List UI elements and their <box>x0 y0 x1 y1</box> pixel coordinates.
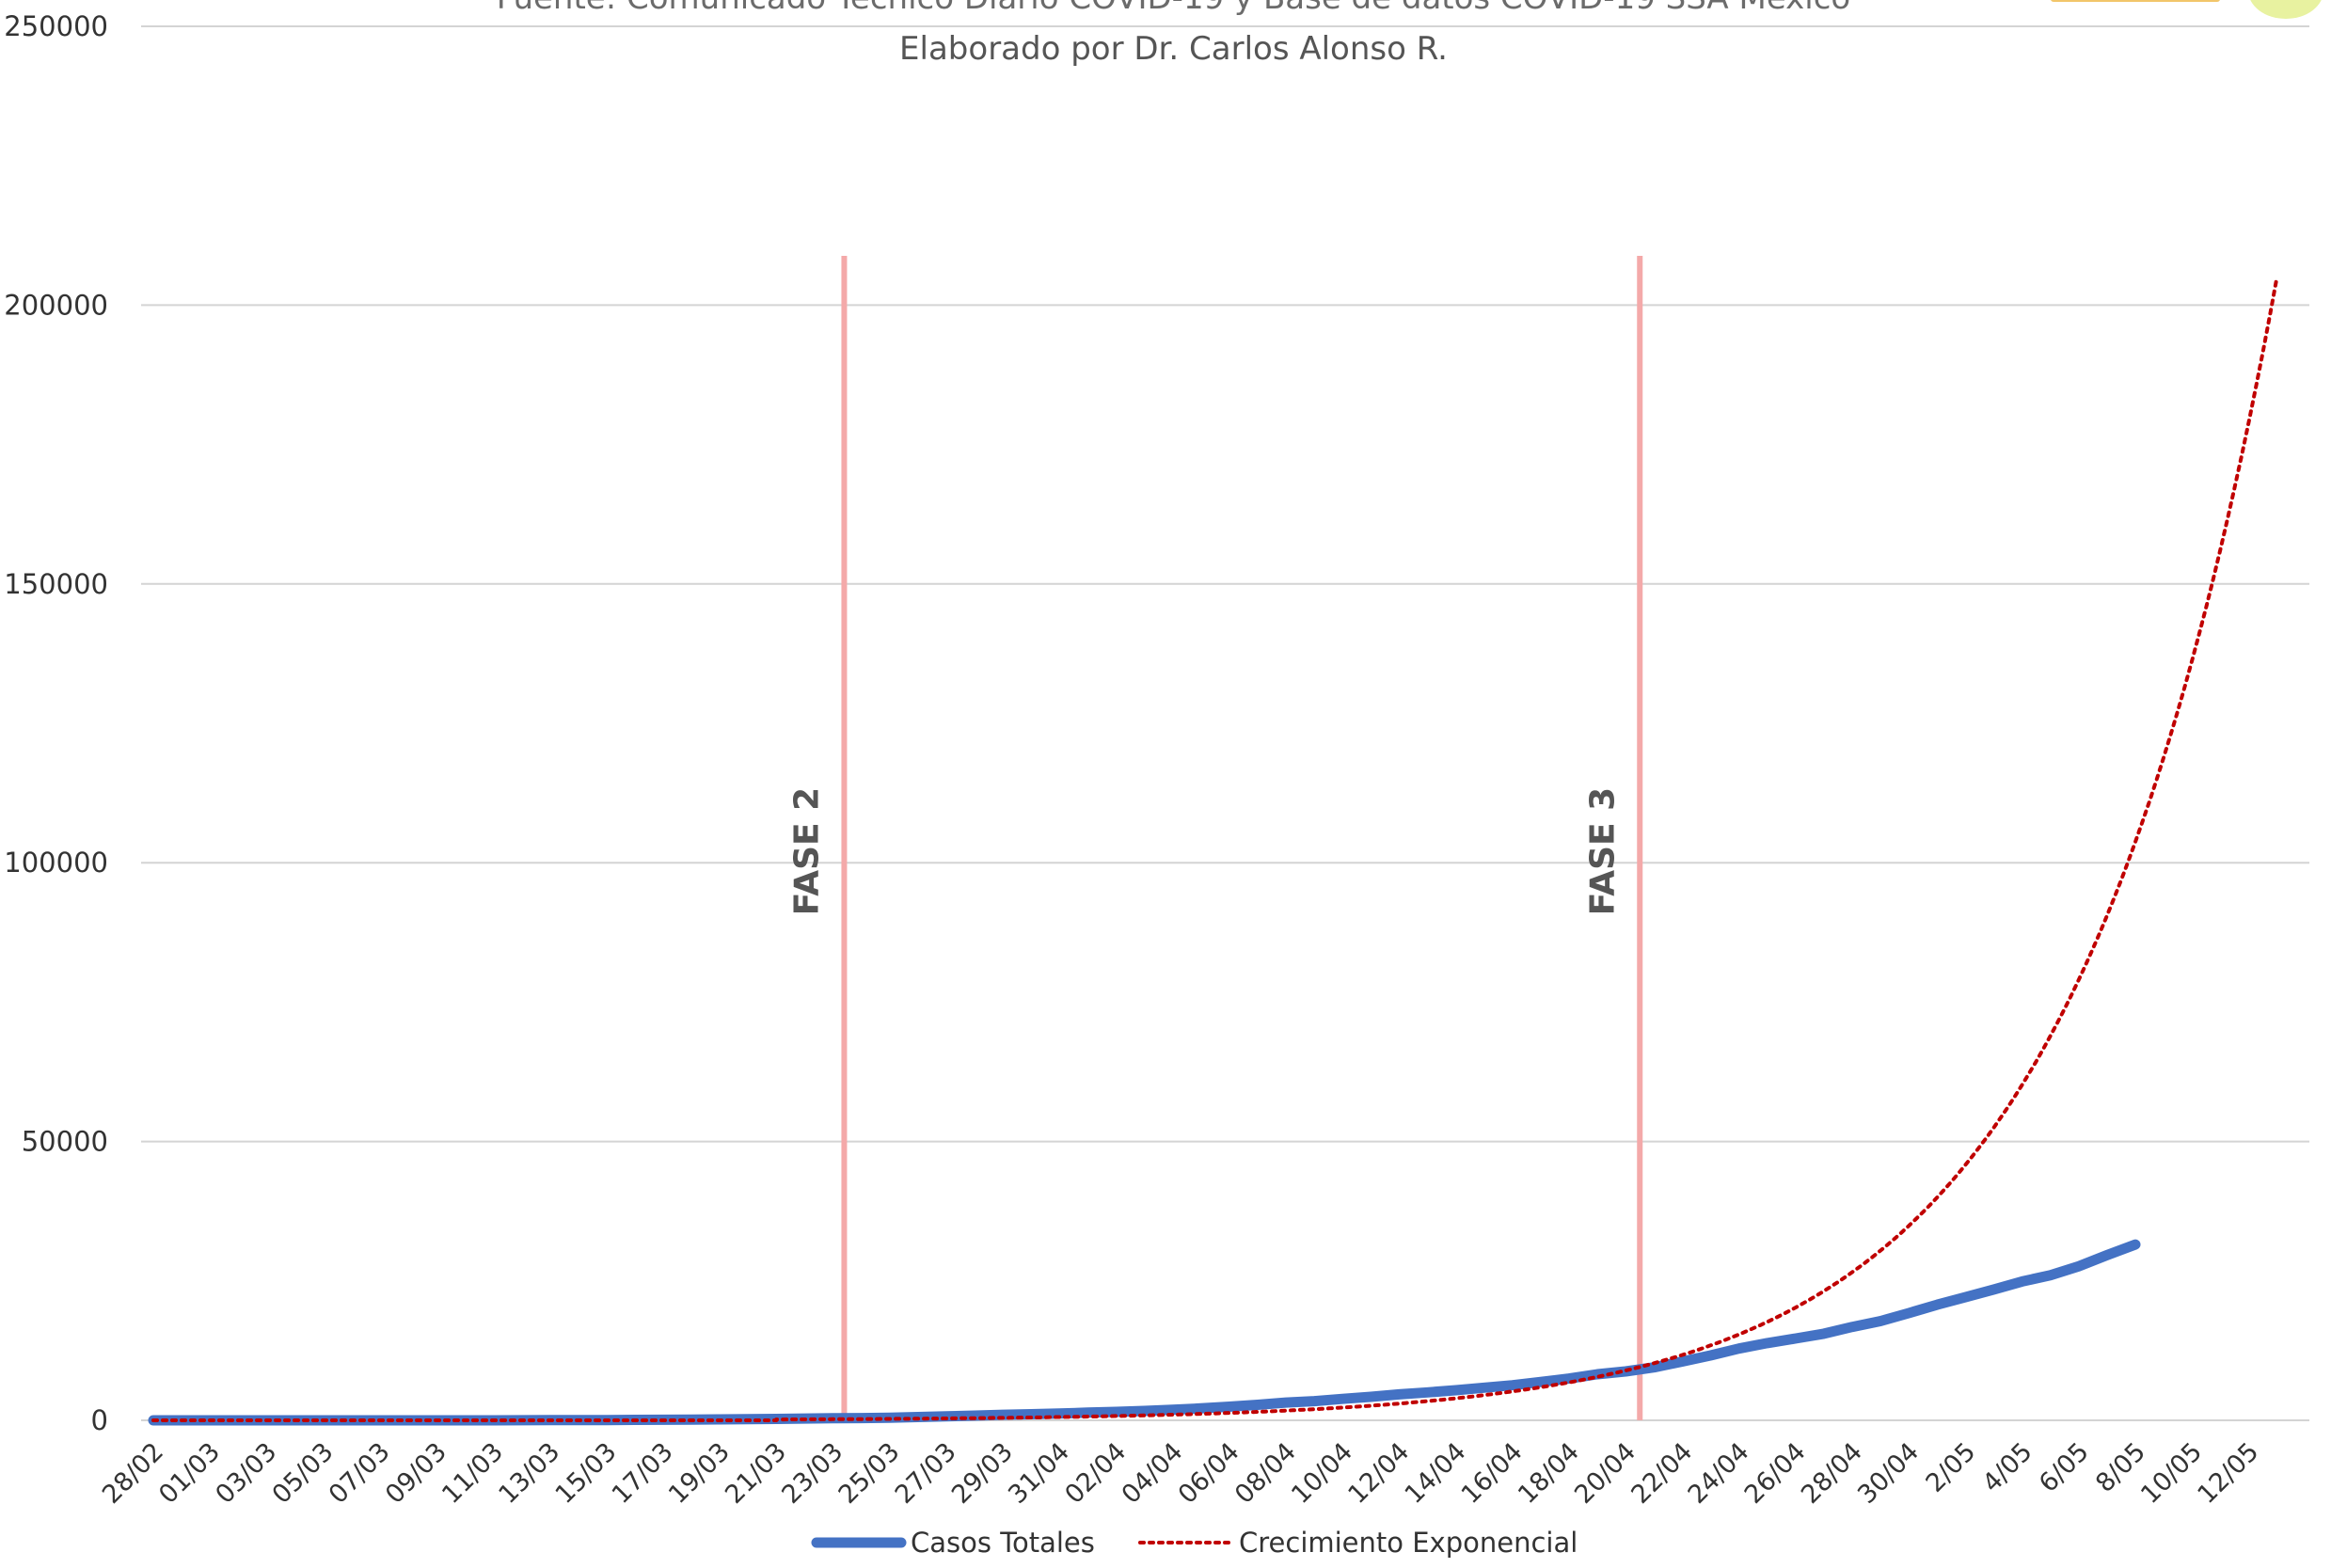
series-casos-totales <box>148 1239 2141 1426</box>
x-tick-label: 13/03 <box>493 1437 565 1510</box>
x-tick-label: 12/04 <box>1342 1437 1415 1510</box>
y-tick-label: 150000 <box>4 568 108 600</box>
phase-label: FASE 2 <box>787 787 826 915</box>
x-tick-label: 10/04 <box>1286 1437 1358 1510</box>
x-tick-label: 03/03 <box>210 1437 282 1510</box>
x-tick-label: 24/04 <box>1683 1437 1755 1510</box>
x-tick-label: 17/03 <box>607 1437 679 1510</box>
x-tick-label: 28/02 <box>97 1437 169 1510</box>
x-tick-label: 29/03 <box>946 1437 1019 1510</box>
x-tick-label: 26/04 <box>1739 1437 1812 1510</box>
x-axis-ticks: 28/0201/0303/0305/0307/0309/0311/0313/03… <box>97 1437 2264 1510</box>
x-tick-label: 04/04 <box>1117 1437 1189 1510</box>
logo-bar-icon <box>2051 0 2220 2</box>
x-tick-label: 4/05 <box>1977 1437 2038 1498</box>
series-crecimiento-exponencial <box>151 275 2279 1422</box>
x-tick-label: 2/05 <box>1921 1437 1982 1498</box>
y-tick-label: 200000 <box>4 289 108 321</box>
y-tick-label: 250000 <box>4 10 108 42</box>
x-tick-label: 15/03 <box>550 1437 623 1510</box>
x-tick-label: 28/04 <box>1796 1437 1868 1510</box>
x-tick-label: 6/05 <box>2034 1437 2095 1498</box>
x-tick-label: 27/03 <box>890 1437 962 1510</box>
x-tick-label: 05/03 <box>267 1437 340 1510</box>
x-tick-label: 12/05 <box>2192 1437 2264 1510</box>
phase-markers: FASE 2 FASE 3 <box>787 256 1643 1420</box>
y-tick-label: 50000 <box>22 1126 108 1158</box>
x-tick-label: 11/03 <box>436 1437 509 1510</box>
x-tick-label: 25/03 <box>833 1437 906 1510</box>
y-tick-label: 0 <box>91 1404 108 1436</box>
x-tick-label: 09/03 <box>380 1437 452 1510</box>
x-tick-label: 19/03 <box>663 1437 736 1510</box>
logo-circle-icon <box>2248 0 2323 19</box>
x-tick-label: 07/03 <box>324 1437 396 1510</box>
x-tick-label: 08/04 <box>1229 1437 1302 1510</box>
grid-layer <box>141 25 2309 1421</box>
y-axis-ticks: 0 50000 100000 150000 200000 250000 <box>4 10 108 1436</box>
legend: Casos Totales Crecimiento Exponencial <box>811 1527 1578 1559</box>
x-tick-label: 16/04 <box>1456 1437 1529 1510</box>
y-tick-label: 100000 <box>4 847 108 879</box>
phase-label: FASE 3 <box>1583 787 1622 915</box>
x-tick-label: 02/04 <box>1059 1437 1132 1510</box>
x-tick-label: 30/04 <box>1852 1437 1925 1510</box>
x-tick-label: 01/03 <box>153 1437 226 1510</box>
x-tick-label: 31/04 <box>1003 1437 1075 1510</box>
x-tick-label: 10/05 <box>2135 1437 2208 1510</box>
x-tick-label: 06/04 <box>1173 1437 1245 1510</box>
series-layer <box>148 275 2279 1426</box>
author-line: Elaborado por Dr. Carlos Alonso R. <box>899 30 1448 68</box>
x-tick-label: 14/04 <box>1400 1437 1472 1510</box>
x-tick-label: 23/03 <box>776 1437 848 1510</box>
x-tick-label: 22/04 <box>1625 1437 1698 1510</box>
legend-label-casos-totales: Casos Totales <box>911 1527 1095 1559</box>
source-line: Fuente: Comunicado Técnico Diario COVID-… <box>0 0 2347 17</box>
x-tick-label: 18/04 <box>1513 1437 1585 1510</box>
x-tick-label: 20/04 <box>1569 1437 1641 1510</box>
legend-label-crecimiento-exponencial: Crecimiento Exponencial <box>1239 1527 1578 1559</box>
x-tick-label: 21/03 <box>720 1437 792 1510</box>
